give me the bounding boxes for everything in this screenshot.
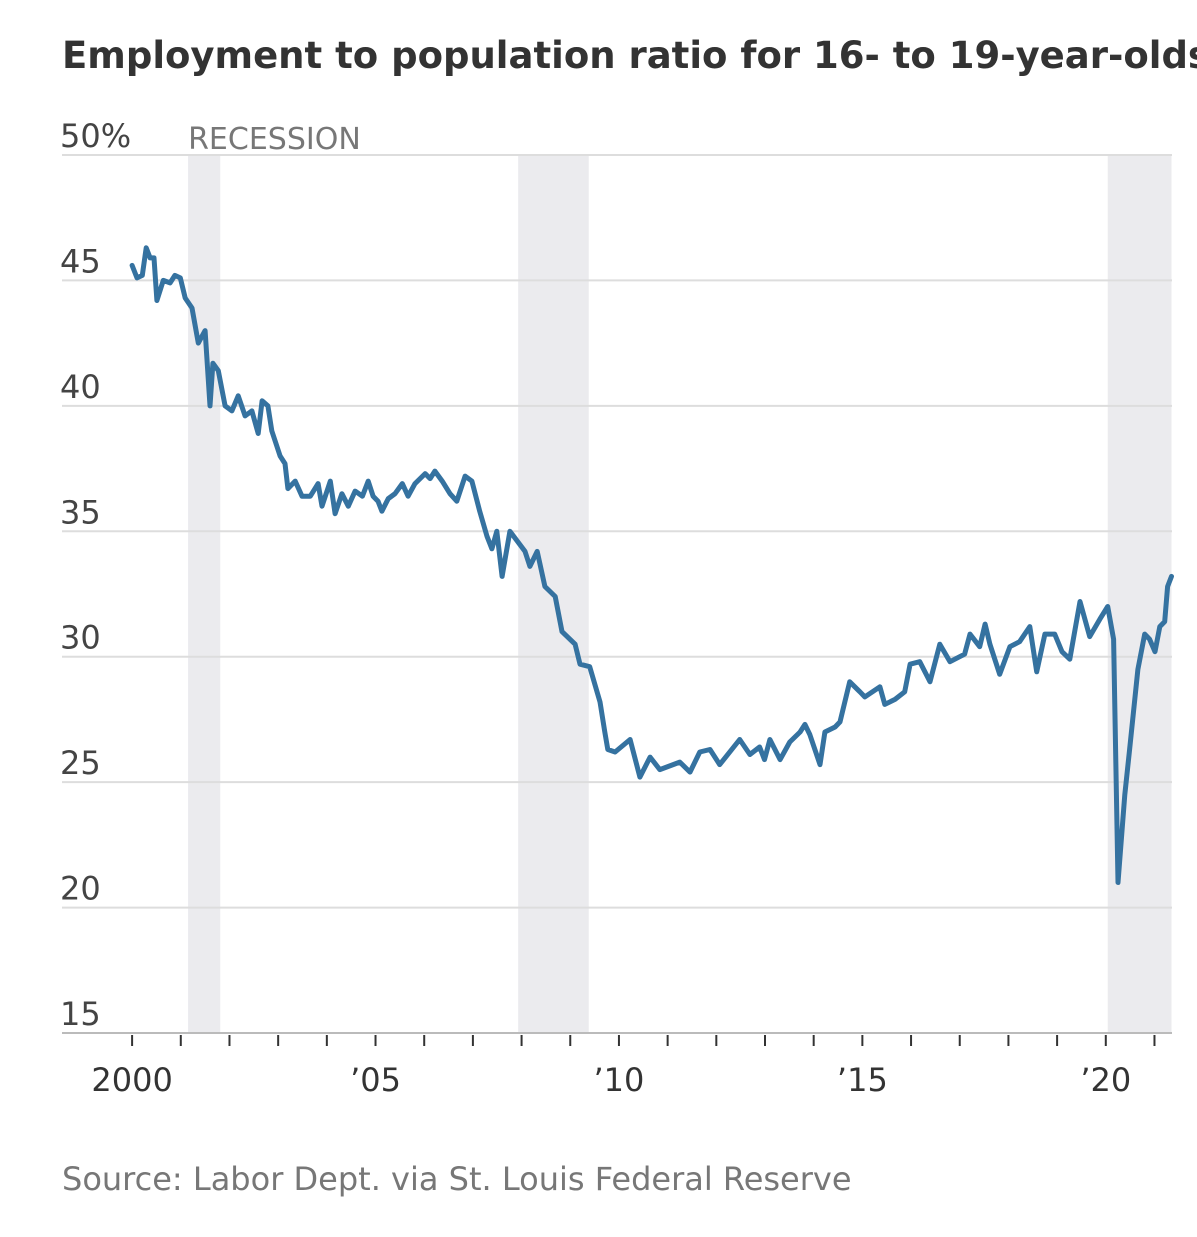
x-tick-label: ’10 (594, 1061, 645, 1099)
x-tick-label: ’05 (350, 1061, 401, 1099)
y-tick-label: 30 (60, 619, 101, 657)
data-line (129, 245, 1174, 885)
chart-title: Employment to population ratio for 16- t… (62, 34, 1197, 77)
source-note: Source: Labor Dept. via St. Louis Federa… (62, 1160, 852, 1198)
recession-band (188, 155, 221, 1033)
y-tick-label: 45 (60, 242, 101, 280)
y-tick-label: 20 (60, 870, 101, 908)
recession-label: RECESSION (188, 122, 361, 157)
x-tick-label: 2000 (91, 1061, 172, 1099)
y-tick-label: 35 (60, 493, 101, 531)
recession-band (1107, 155, 1172, 1033)
x-tick-label: ’20 (1080, 1061, 1131, 1099)
x-tick-label: ’15 (837, 1061, 888, 1099)
y-tick-label: 25 (60, 744, 101, 782)
y-tick-label: 50% (60, 117, 131, 155)
y-tick-label: 40 (60, 368, 101, 406)
y-tick-label: 15 (60, 995, 101, 1033)
